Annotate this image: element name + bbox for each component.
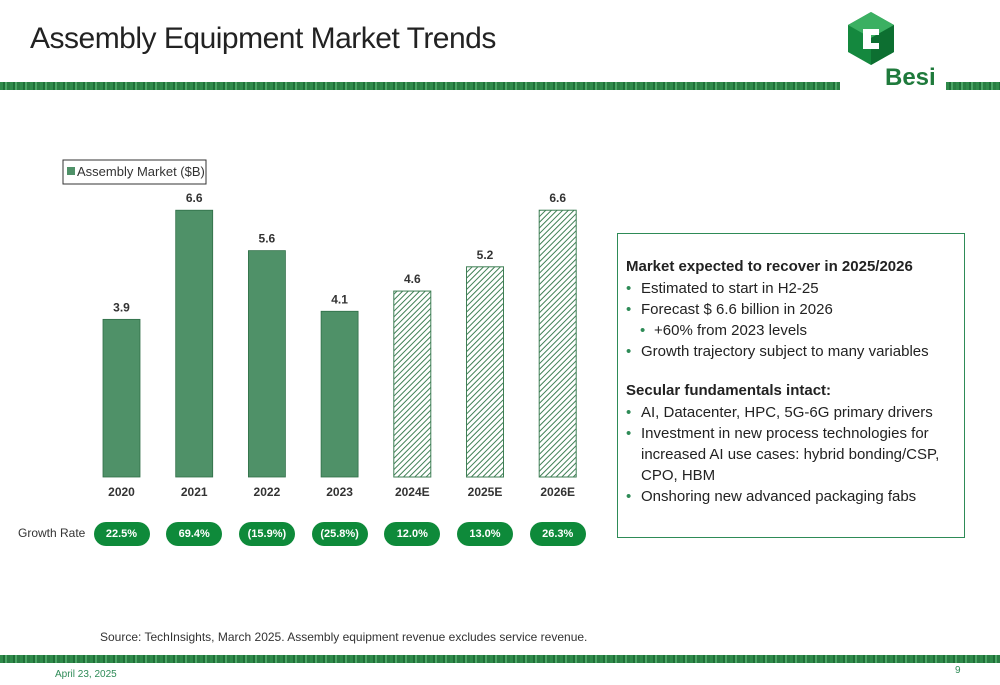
data-label: 3.9 [113, 300, 130, 314]
x-tick-label: 2020 [108, 485, 135, 499]
data-label: 6.6 [186, 191, 203, 205]
bar-chart: Assembly Market ($B) 3.9 2020 6.6 2021 5.6 20… [62, 159, 577, 499]
page-title: Assembly Equipment Market Trends [30, 22, 496, 55]
bar-2024E [393, 290, 432, 478]
summary-heading-recovery: Market expected to recover in 2025/2026 [626, 258, 913, 275]
data-label: 5.6 [259, 232, 276, 246]
growth-rate-pill: 22.5% [93, 522, 150, 546]
x-tick-label: 2024E [395, 485, 430, 499]
logo-text: Besi [885, 64, 936, 91]
bar-2022 [247, 250, 286, 478]
fundamentals-item: Onshoring new advanced packaging fabs [626, 486, 956, 507]
data-label: 4.6 [404, 272, 421, 286]
footer-date: April 23, 2025 [55, 669, 117, 680]
growth-rate-pill: 26.3% [529, 522, 586, 546]
page-number: 9 [955, 665, 961, 676]
recovery-item: Forecast $ 6.6 billion in 2026 [626, 299, 956, 320]
data-label: 6.6 [549, 191, 566, 205]
bar-2025E [466, 266, 504, 478]
header-divider-right [946, 82, 1000, 90]
summary-heading-fundamentals: Secular fundamentals intact: [626, 382, 832, 399]
x-tick-label: 2022 [254, 485, 281, 499]
besi-logo-icon [848, 12, 894, 65]
growth-rate-pill: 12.0% [384, 522, 441, 546]
fundamentals-item: Investment in new process technologies f… [626, 423, 956, 486]
recovery-list: Estimated to start in H2-25 Forecast $ 6… [626, 278, 956, 362]
growth-rate-pill: (25.8%) [311, 522, 368, 546]
data-label: 4.1 [331, 292, 348, 306]
legend-label: Assembly Market ($B) [77, 164, 205, 179]
data-label: 5.2 [477, 248, 494, 262]
x-tick-label: 2025E [468, 485, 503, 499]
header-divider [0, 82, 840, 90]
growth-rate-pill: 69.4% [166, 522, 223, 546]
recovery-item: Estimated to start in H2-25 [626, 278, 956, 299]
growth-rate-pill: 13.0% [457, 522, 513, 546]
bar-2023 [320, 310, 359, 478]
growth-rate-pill: (15.9%) [238, 522, 295, 546]
footer-divider [0, 655, 1000, 663]
summary-box: Market expected to recover in 2025/2026 … [617, 233, 965, 538]
source-note: Source: TechInsights, March 2025. Assemb… [100, 630, 588, 644]
x-tick-label: 2021 [181, 485, 208, 499]
bar-2020 [102, 318, 141, 478]
bar-2026E [538, 209, 577, 478]
recovery-subitem: +60% from 2023 levels [626, 320, 956, 341]
growth-rate-label: Growth Rate [18, 526, 86, 540]
recovery-item: Growth trajectory subject to many variab… [626, 341, 956, 362]
chart-legend: Assembly Market ($B) [62, 159, 207, 185]
fundamentals-item: AI, Datacenter, HPC, 5G-6G primary drive… [626, 402, 956, 423]
x-tick-label: 2026E [540, 485, 575, 499]
fundamentals-list: AI, Datacenter, HPC, 5G-6G primary drive… [626, 402, 956, 507]
x-tick-label: 2023 [326, 485, 353, 499]
bar-2021 [175, 209, 214, 478]
